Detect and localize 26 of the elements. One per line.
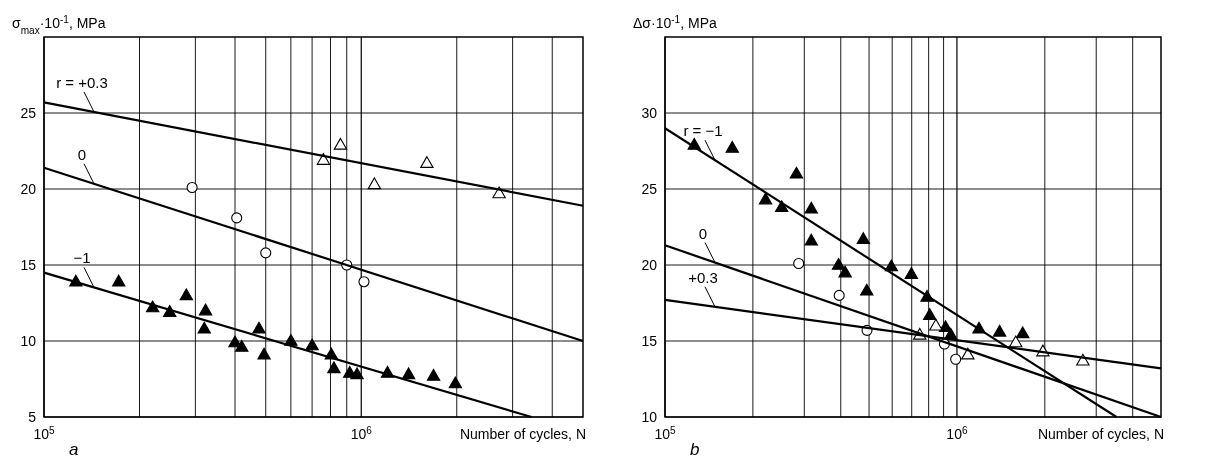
series-label: r = −1 — [683, 122, 723, 140]
x-tick-label: 10$^{5}$ — [33, 424, 55, 442]
legend-label: +0.3 — [688, 268, 718, 286]
x-axis-title: Number of cycles, N — [459, 426, 586, 442]
y-tick-label: 25 — [641, 180, 658, 197]
y-tick-label: 10 — [641, 408, 658, 425]
text: a — [69, 440, 79, 459]
y-tick-label: 15 — [641, 332, 658, 349]
y-tick-label: 25 — [20, 104, 37, 121]
series-label: 0 — [77, 145, 87, 163]
y-tick-label: 10 — [20, 332, 37, 349]
y-tick-label: 20 — [641, 256, 658, 273]
x-axis-title: Number of cycles, N — [1037, 426, 1164, 442]
y-axis-title: Δσ·10$^{-1}$, MPa — [633, 13, 717, 31]
x-tick-label: 10$^{5}$ — [654, 424, 676, 442]
y-tick-label: 30 — [641, 104, 658, 121]
series-label: −1 — [73, 249, 91, 267]
y-tick-label: 5 — [28, 408, 37, 425]
y-axis-title: σ$_{max}$·10$^{-1}$, MPa — [12, 13, 106, 36]
text: b — [690, 440, 700, 459]
y-tick-label: 15 — [20, 256, 37, 273]
series-label: 0 — [698, 224, 708, 242]
y-tick-label: 20 — [20, 180, 37, 197]
x-tick-label: 10$^{6}$ — [946, 424, 968, 442]
x-tick-label: 10$^{6}$ — [350, 424, 373, 442]
series-label: r = +0.3 — [56, 73, 108, 91]
